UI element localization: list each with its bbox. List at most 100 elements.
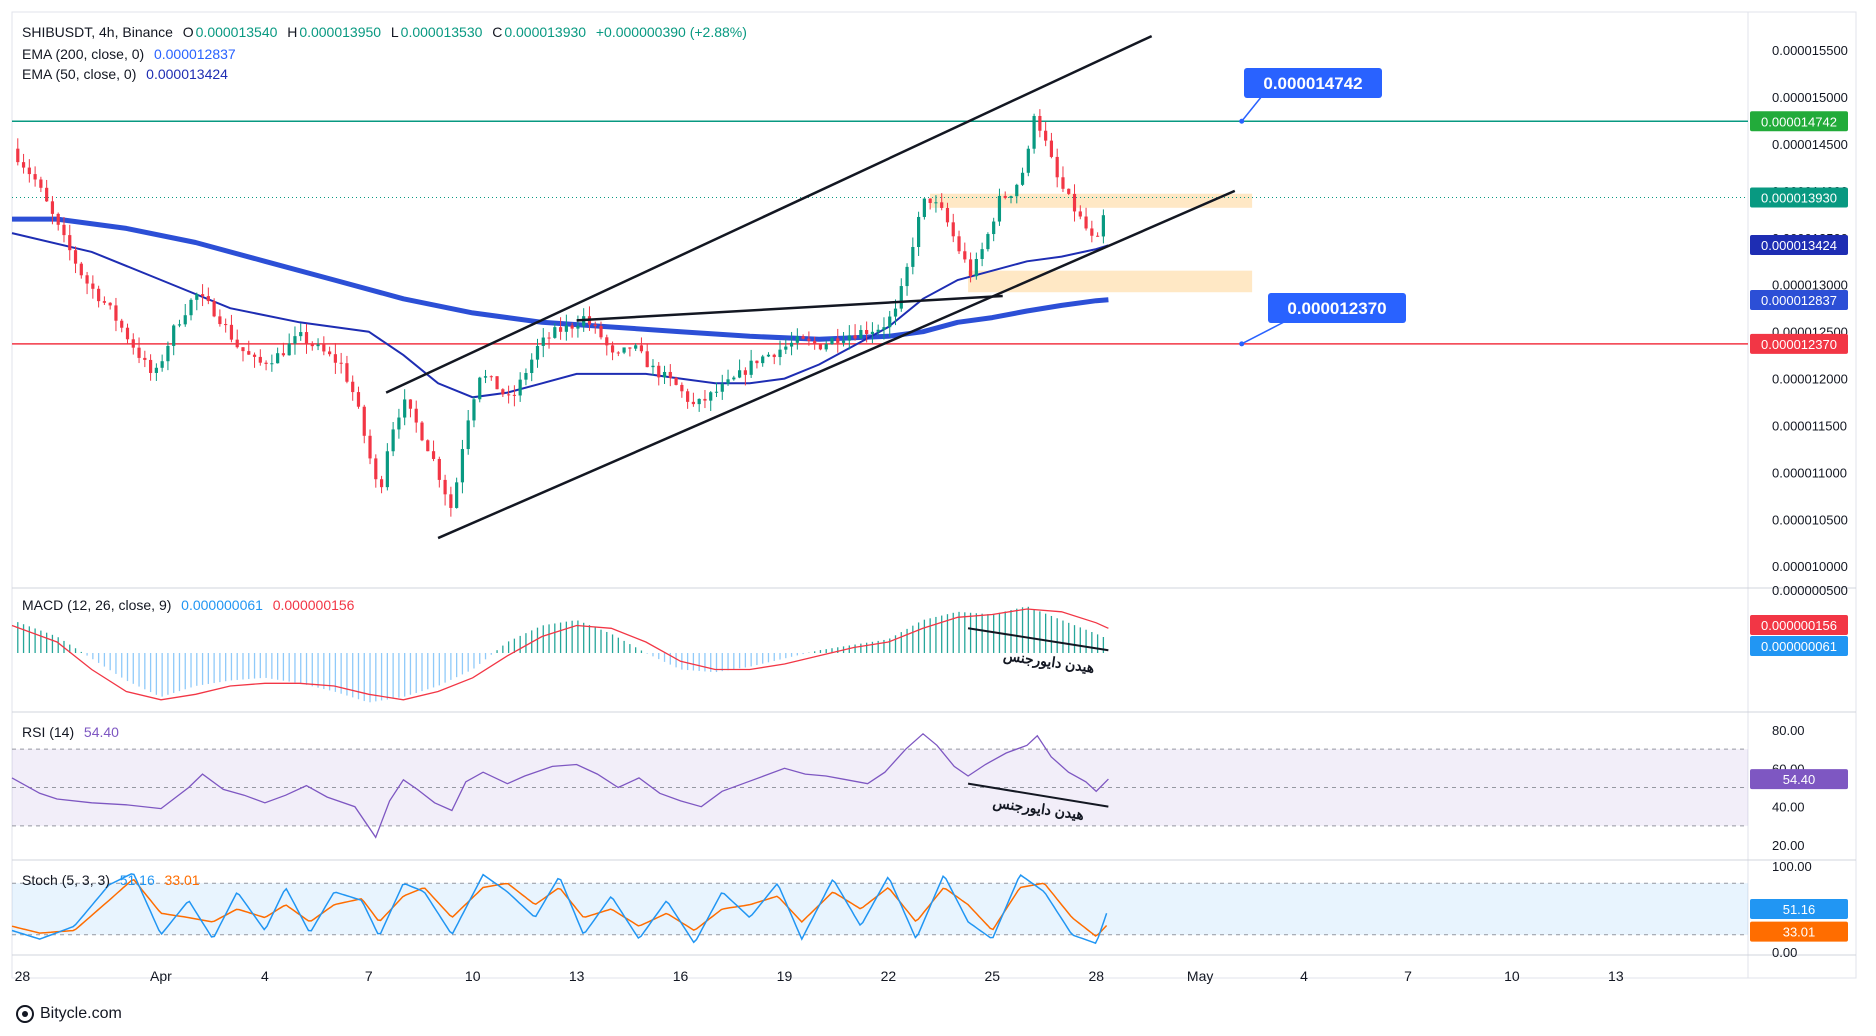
candle-down <box>449 494 453 508</box>
candle-up <box>385 451 389 488</box>
candle-up <box>154 367 158 373</box>
candle-down <box>628 347 632 349</box>
time-tick-label: 28 <box>1088 968 1104 984</box>
support-callout-anchor <box>1239 341 1245 347</box>
candle-down <box>605 337 609 346</box>
candle-up <box>1015 184 1019 197</box>
watermark: Bitycle.com <box>16 1005 122 1023</box>
candle-up <box>183 315 187 325</box>
stoch-k-line <box>11 873 1108 945</box>
candle-down <box>426 440 430 452</box>
candle-up <box>564 325 568 332</box>
ema200-line <box>12 216 1109 342</box>
candle-down <box>1096 235 1100 237</box>
rsi-divergence-line <box>967 782 1109 808</box>
candle-down <box>807 338 811 341</box>
price-tick-label: 0.000010000 <box>1772 559 1848 574</box>
candle-down <box>97 288 101 302</box>
high-value: 0.000013950 <box>299 24 382 40</box>
candle-up <box>980 249 984 259</box>
resistance-callout-box <box>1244 68 1382 98</box>
candle-down <box>148 359 153 373</box>
candle-down <box>558 327 563 332</box>
candle-down <box>1003 195 1007 198</box>
candle-down <box>570 325 574 329</box>
candle-up <box>847 335 851 341</box>
candle-down <box>374 458 378 480</box>
close-value: 0.000013930 <box>504 24 587 40</box>
candle-up <box>876 329 880 332</box>
candle-down <box>91 283 95 289</box>
candle-down <box>674 377 678 385</box>
candle-up <box>714 391 719 393</box>
bitycle-logo-icon <box>16 1005 34 1023</box>
candle-down <box>1061 177 1065 189</box>
macd-legend[interactable]: MACD (12, 26, close, 9) 0.000000061 0.00… <box>22 597 355 613</box>
time-tick-label: 13 <box>569 968 585 984</box>
macd-value-tag: 0.000000061 <box>1761 639 1837 654</box>
candle-down <box>379 479 384 488</box>
candle-down <box>39 179 43 188</box>
candle-up <box>553 327 557 338</box>
time-tick-label: 4 <box>261 968 269 984</box>
candle-down <box>599 326 603 338</box>
candle-up <box>841 340 846 343</box>
candle-up <box>299 332 303 337</box>
candle-up <box>720 383 724 392</box>
ema50-line <box>11 232 1109 399</box>
candle-up <box>651 365 655 368</box>
candle-down <box>437 458 441 480</box>
candle-down <box>229 324 234 340</box>
candle-down <box>547 337 551 339</box>
candle-down <box>322 344 326 352</box>
candle-down <box>1049 140 1054 157</box>
last-price-tag-bg <box>1750 187 1848 208</box>
ema50-legend[interactable]: EMA (50, close, 0) 0.000013424 <box>22 66 228 82</box>
price-tick-label: 0.000014500 <box>1772 137 1848 152</box>
candle-down <box>507 394 511 396</box>
candle-down <box>489 376 493 378</box>
candle-up <box>455 482 459 508</box>
time-tick-label: 16 <box>673 968 689 984</box>
candle-up <box>293 336 297 344</box>
candle-up <box>530 359 534 374</box>
ema200-legend[interactable]: EMA (200, close, 0) 0.000012837 <box>22 46 236 62</box>
stoch-legend[interactable]: Stoch (5, 3, 3) 51.16 33.01 <box>22 872 200 888</box>
candle-up <box>997 195 1002 222</box>
candle-down <box>356 392 361 407</box>
candle-up <box>1101 215 1105 237</box>
candle-down <box>1090 228 1094 236</box>
price-tick-label: 0.000000500 <box>1772 583 1848 598</box>
candle-down <box>247 351 251 355</box>
candle-up <box>483 376 488 378</box>
candle-down <box>328 351 332 355</box>
candle-up <box>766 354 771 357</box>
candle-up <box>524 373 528 380</box>
support-price-tag-bg <box>1750 333 1848 354</box>
price-tick-label: 0.000011000 <box>1772 465 1847 480</box>
candle-down <box>120 320 124 328</box>
candle-up <box>732 377 736 380</box>
rsi-legend[interactable]: RSI (14) 54.40 <box>22 724 119 740</box>
stoch-d-line <box>11 878 1108 937</box>
candle-up <box>726 379 730 384</box>
candle-up <box>830 338 834 345</box>
candle-up <box>922 198 926 217</box>
candle-down <box>755 360 759 364</box>
candle-down <box>62 224 66 236</box>
candle-up <box>882 327 886 330</box>
candle-down <box>45 187 49 202</box>
candle-up <box>1020 172 1025 185</box>
candle-down <box>928 198 932 203</box>
candle-down <box>304 332 309 344</box>
candle-up <box>472 399 476 421</box>
candle-up <box>172 325 176 346</box>
candle-up <box>535 345 540 360</box>
candle-down <box>686 391 690 402</box>
candle-down <box>79 263 83 276</box>
candle-down <box>414 408 418 423</box>
price-tick-label: 0.000015000 <box>1772 90 1848 105</box>
candle-down <box>772 354 776 358</box>
